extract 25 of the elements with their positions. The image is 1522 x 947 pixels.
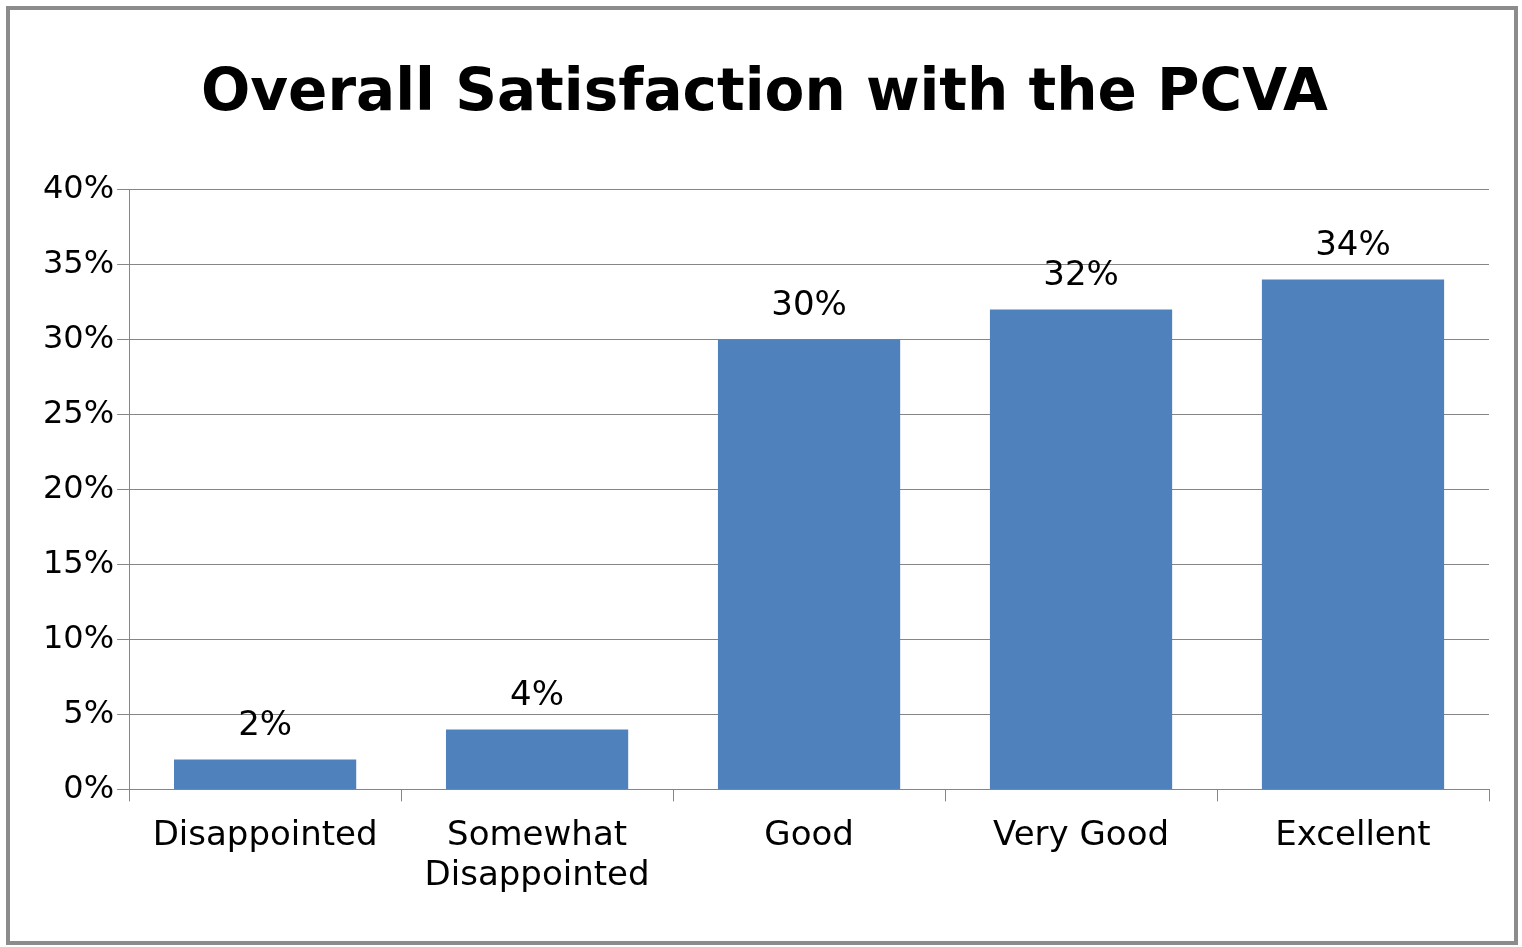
bar: [989, 309, 1173, 789]
bar: [717, 339, 901, 789]
y-tick-label: 30%: [43, 317, 115, 356]
y-tick-label: 15%: [43, 542, 115, 581]
x-tick-label: Somewhat Disappointed: [424, 812, 650, 894]
y-tick-label: 25%: [43, 392, 115, 431]
y-tick-label: 0%: [63, 767, 115, 806]
x-tick-label: Very Good: [993, 812, 1170, 853]
x-tick-label: Good: [764, 812, 854, 853]
x-tick-label: Excellent: [1275, 812, 1431, 853]
y-tick-label: 40%: [43, 167, 115, 206]
y-tick-label: 35%: [43, 242, 115, 281]
x-tick-label: Disappointed: [152, 812, 378, 853]
data-label: 30%: [771, 283, 847, 324]
bar: [1261, 279, 1445, 789]
chart-title: Overall Satisfaction with the PCVA: [200, 55, 1329, 124]
y-tick-label: 10%: [43, 617, 115, 656]
bar: [445, 729, 629, 789]
data-label: 32%: [1043, 253, 1119, 294]
y-tick-label: 20%: [43, 467, 115, 506]
y-tick-label: 5%: [63, 692, 115, 731]
bar: [174, 759, 357, 789]
data-label: 2%: [238, 703, 293, 744]
data-label: 4%: [510, 673, 565, 714]
data-label: 34%: [1315, 223, 1391, 264]
